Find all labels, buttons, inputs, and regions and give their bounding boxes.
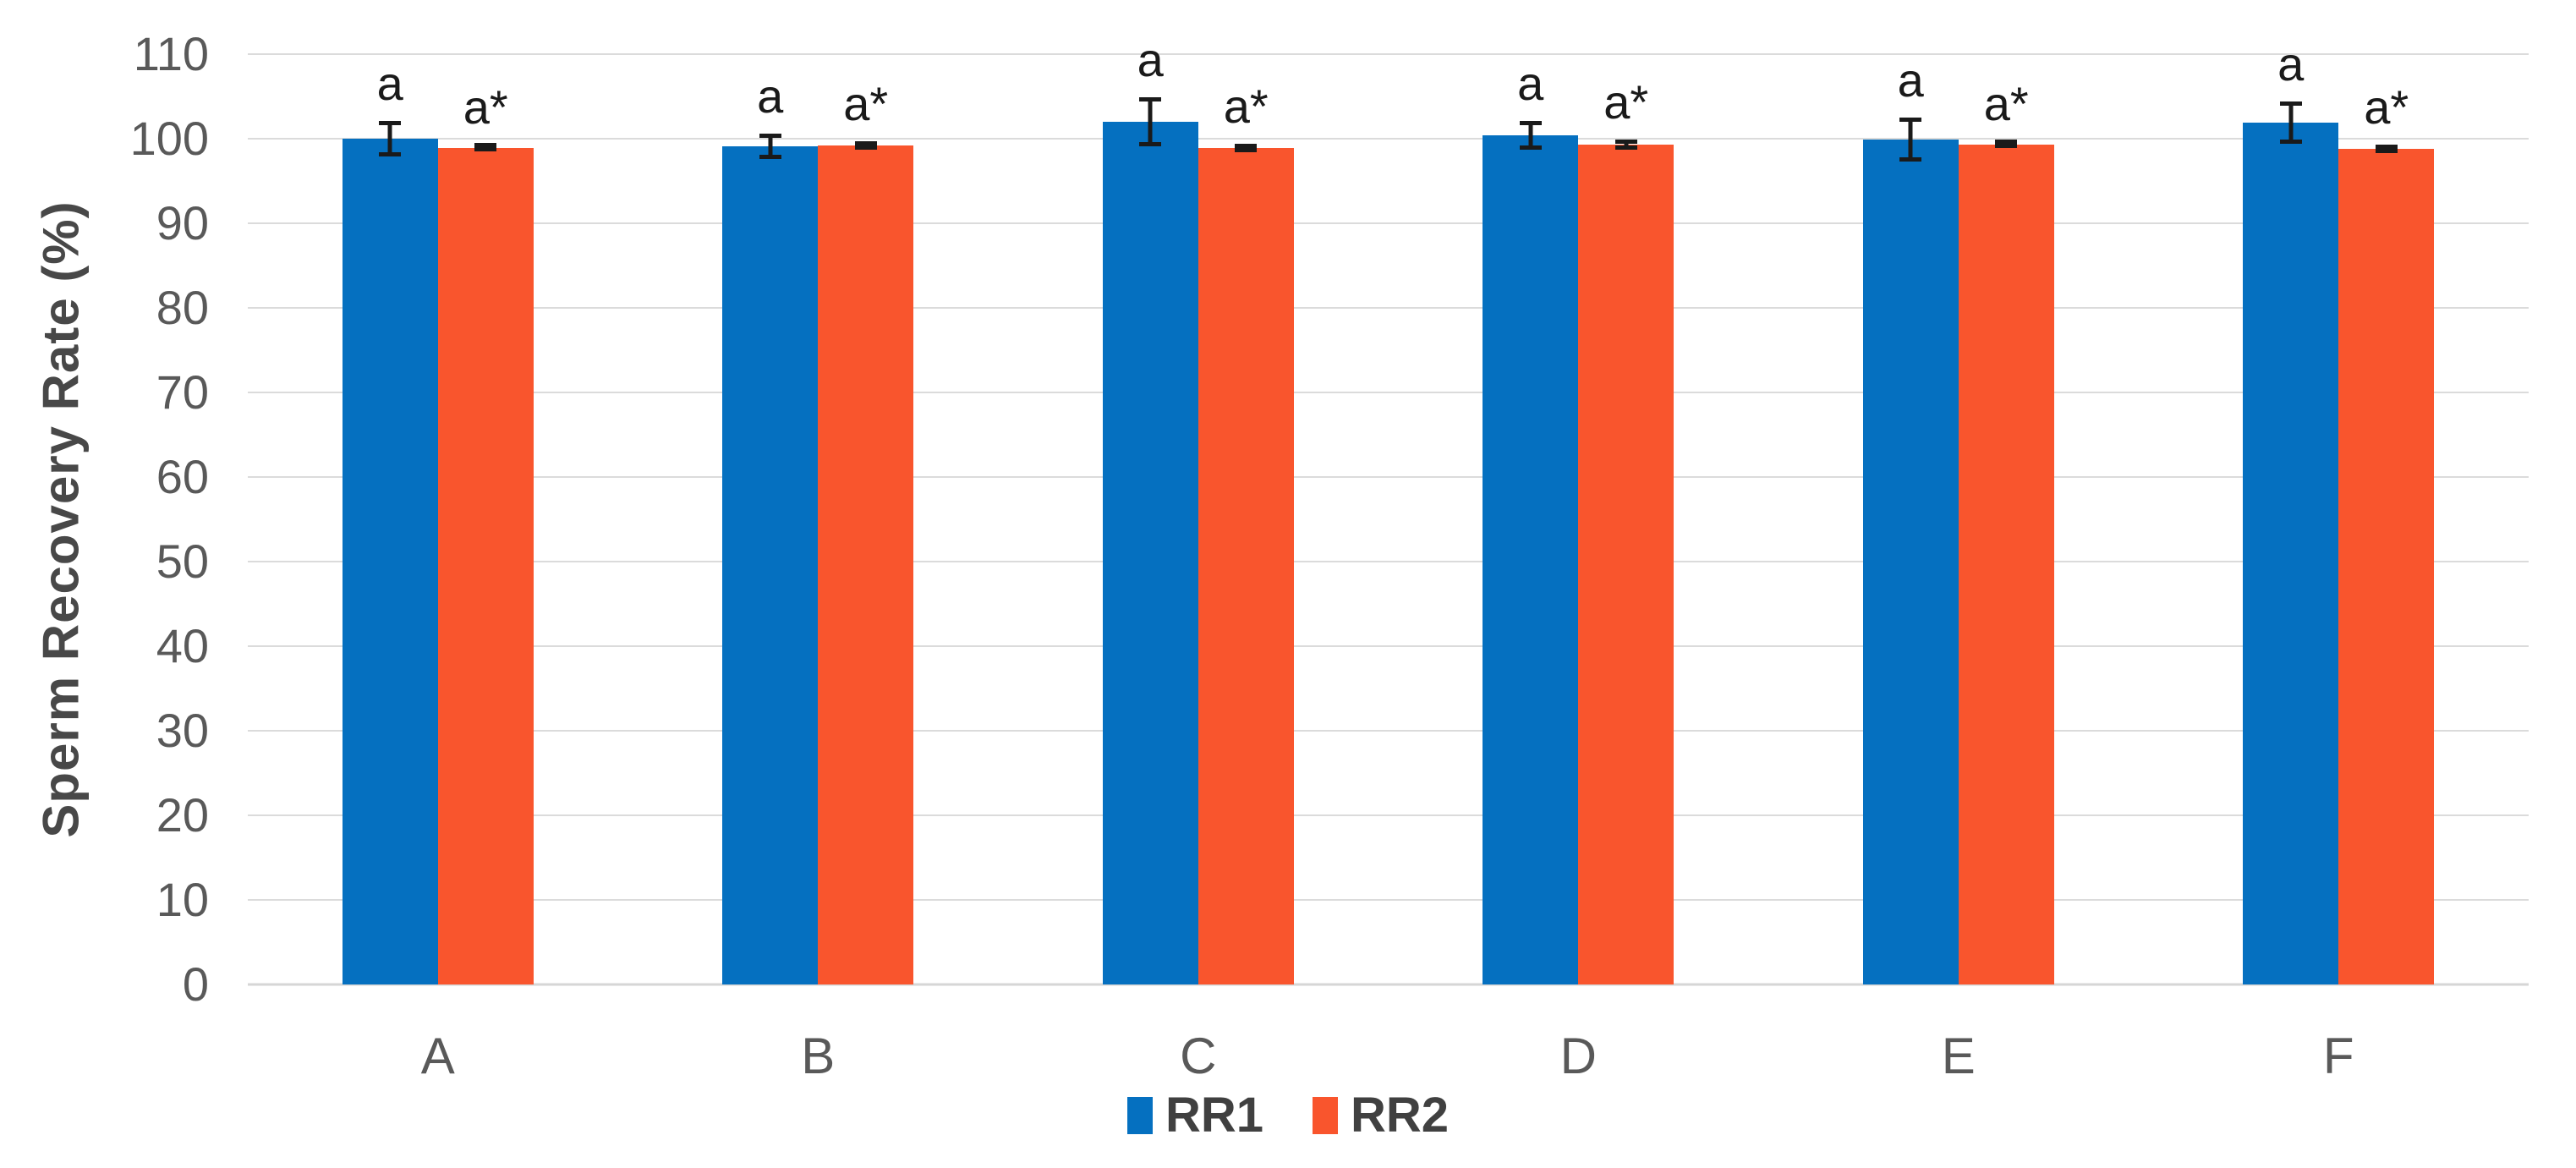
bar-pair: a a* (1862, 53, 2054, 984)
bar-annotation-rr1-f: a (2277, 37, 2305, 90)
error-bar-rr1-b (759, 134, 781, 159)
gridline (248, 730, 2529, 732)
x-tick-label-b: B (801, 1028, 836, 1084)
bar-annotation-rr2-d: a* (1603, 75, 1649, 129)
bar-pair: a a* (1102, 36, 1294, 984)
error-bar-rr1-f (2279, 101, 2302, 144)
bar-annotation-rr1-c: a (1137, 33, 1164, 86)
gridline (248, 645, 2529, 647)
bar-annotation-rr2-f: a* (2364, 80, 2409, 134)
legend-label-rr1: RR1 (1165, 1088, 1263, 1143)
bar-rr2-c (1198, 148, 1294, 984)
gridline (248, 307, 2529, 309)
x-axis-line (248, 983, 2529, 986)
error-bar-rr2-a (474, 143, 497, 151)
legend-swatch-rr2 (1313, 1097, 1338, 1134)
bar-group-d: a a* D (1389, 54, 1769, 1084)
error-bar-rr1-c (1139, 97, 1162, 146)
bar-pair: a a* (722, 54, 914, 984)
bar-group-b: a a* B (628, 54, 1009, 1084)
gridline (248, 899, 2529, 901)
gridline (248, 561, 2529, 562)
bar-rr2-e (1958, 145, 2054, 984)
error-bar-rr2-d (1614, 140, 1637, 150)
error-bar-rr1-a (379, 121, 402, 156)
gridline (248, 53, 2529, 55)
bar-annotation-rr1-e: a (1897, 53, 1924, 107)
bar-annotation-rr1-a: a (376, 57, 403, 110)
legend: RR1 RR2 (0, 1091, 2576, 1140)
error-bar-rr2-c (1235, 144, 1258, 152)
legend-label-rr2: RR2 (1351, 1088, 1450, 1143)
gridline (248, 476, 2529, 478)
error-bar-rr1-e (1899, 118, 1922, 162)
bar-rr1-b (722, 146, 819, 984)
legend-item-rr2: RR2 (1313, 1091, 1449, 1140)
x-tick-label-e: E (1941, 1028, 1976, 1084)
x-tick-label-c: C (1180, 1028, 1217, 1084)
gridline (248, 392, 2529, 393)
bar-annotation-rr2-b: a* (843, 77, 889, 131)
x-tick-label-f: F (2322, 1028, 2354, 1084)
bar-annotation-rr2-a: a* (463, 80, 508, 134)
bar-annotation-rr2-e: a* (1983, 77, 2029, 131)
bar-pair: a a* (1483, 54, 1674, 984)
x-tick-label-d: D (1559, 1028, 1597, 1084)
bar-group-f: a a* F (2149, 41, 2529, 1084)
gridline (248, 814, 2529, 816)
error-bar-rr1-d (1519, 121, 1542, 150)
error-bar-rr2-f (2375, 145, 2398, 153)
legend-swatch-rr1 (1126, 1097, 1153, 1134)
bar-rr1-d (1483, 135, 1579, 984)
bar-annotation-rr1-b: a (757, 69, 784, 123)
bar-annotation-rr2-c: a* (1223, 80, 1269, 133)
error-bar-rr2-e (1995, 140, 2018, 148)
bar-annotation-rr1-d: a (1517, 57, 1544, 110)
gridline (248, 222, 2529, 224)
bar-rr1-c (1102, 122, 1198, 984)
y-axis-title: Sperm Recovery Rate (%) (32, 200, 90, 838)
bar-rr2-b (818, 145, 914, 984)
error-bar-rr2-b (854, 141, 877, 150)
bar-rr1-e (1862, 140, 1959, 984)
bar-group-c: a a* C (1008, 36, 1389, 1084)
bar-rr2-f (2338, 149, 2435, 984)
bar-group-e: a a* E (1768, 53, 2149, 1084)
bar-rr1-f (2243, 123, 2339, 984)
bar-rr2-a (437, 148, 534, 984)
bar-rr2-d (1578, 145, 1674, 984)
bar-rr1-a (342, 139, 438, 984)
gridline (248, 138, 2529, 140)
bar-pair: a a* (342, 54, 534, 984)
x-tick-label-a: A (420, 1028, 455, 1084)
bar-group-a: a a* A (248, 54, 628, 1084)
legend-item-rr1: RR1 (1126, 1088, 1263, 1143)
bar-pair: a a* (2243, 41, 2435, 984)
